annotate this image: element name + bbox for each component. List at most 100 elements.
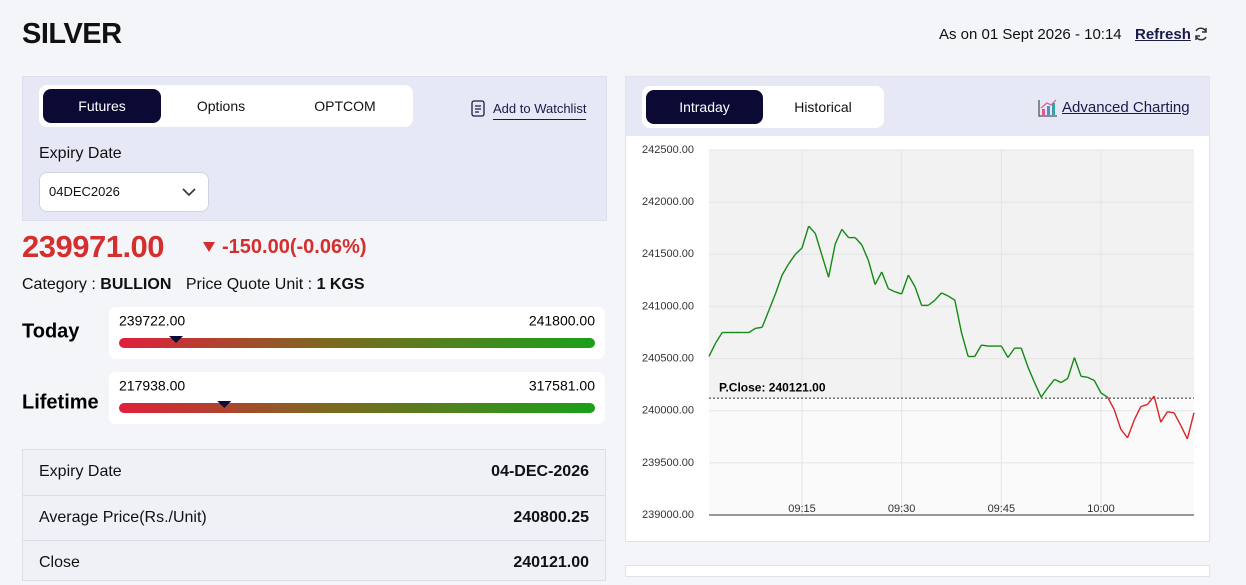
reference-label: P.Close: 240121.00: [719, 380, 826, 394]
unit: 1 KGS: [316, 276, 365, 293]
price-segment: [1140, 403, 1148, 408]
price-segment: [715, 332, 723, 344]
y-tick-label: 240500.00: [642, 352, 694, 364]
price-segment: [1100, 392, 1109, 398]
range-marker: [217, 401, 232, 408]
chart-header: Intraday Historical Advanced Charting: [626, 77, 1209, 136]
y-tick-label: 239000.00: [642, 509, 694, 521]
advanced-charting[interactable]: Advanced Charting: [1062, 99, 1190, 116]
price-segment: [781, 263, 790, 276]
price-segment: [827, 243, 836, 278]
price-segment: [1173, 412, 1182, 426]
as-on: As on 01 Sept 2026 - 10:14: [939, 26, 1122, 43]
y-tick-label: 242500.00: [642, 144, 694, 156]
price-segment: [1007, 347, 1016, 358]
price-segment: [927, 299, 936, 306]
price-segment: [974, 344, 983, 357]
price-segment: [1060, 377, 1069, 384]
price-segment: [794, 247, 803, 255]
price-segment: [834, 228, 843, 245]
price-segment: [881, 271, 890, 289]
price-segment: [1020, 347, 1029, 368]
x-tick-label: 09:45: [988, 503, 1016, 515]
range-bar: [119, 403, 595, 413]
price-segment: [901, 274, 909, 295]
price-segment: [874, 271, 883, 285]
detail-value: 240121.00: [513, 554, 589, 571]
price-segment: [947, 295, 956, 301]
x-tick-label: 09:30: [888, 503, 916, 515]
price-segment: [1133, 406, 1142, 421]
expiry-select[interactable]: 04DEC2026: [39, 172, 209, 212]
plot-lower: [709, 398, 1194, 515]
advanced-icon[interactable]: [1038, 99, 1058, 117]
y-tick-label: 240000.00: [642, 405, 694, 417]
price-segment: [941, 292, 949, 297]
title: SILVER: [22, 18, 122, 50]
price-segment: [1120, 429, 1129, 439]
range-high: 241800.00: [529, 313, 595, 329]
price-segment: [1093, 380, 1102, 394]
watchlist-icon[interactable]: [471, 100, 485, 117]
detail-value: 04-DEC-2026: [491, 463, 589, 480]
refresh[interactable]: Refresh: [1135, 26, 1191, 43]
price-segment: [954, 300, 963, 333]
price-segment: [1080, 375, 1088, 379]
chart-tabs: Intraday Historical: [642, 86, 884, 128]
range-bar: [119, 338, 595, 348]
tab[interactable]: Options: [196, 98, 246, 114]
detail-key: Expiry Date: [39, 463, 122, 480]
y-tick-label: 241000.00: [642, 300, 694, 312]
refresh-icon[interactable]: [1193, 26, 1209, 42]
category-label: Category :: [22, 276, 96, 293]
plot-upper: [709, 150, 1194, 399]
price-segment: [1047, 378, 1056, 389]
y-tick-label: 242000.00: [642, 196, 694, 208]
range-marker: [169, 336, 184, 343]
price-segment: [1067, 357, 1076, 379]
price-segment: [867, 260, 876, 285]
price-segment: [1073, 357, 1082, 377]
price-segment: [1107, 396, 1115, 410]
price-segment: [1054, 378, 1062, 384]
down-arrow: [203, 242, 215, 252]
price-segment: [1146, 395, 1155, 405]
tabs: Futures Options OPTCOM: [39, 85, 413, 127]
detail-row: Average Price(Rs./Unit) 240800.25: [23, 495, 605, 540]
details: Expiry Date 04-DEC-2026 Average Price(Rs.…: [22, 449, 606, 581]
category: BULLION: [100, 276, 172, 293]
price-segment: [761, 310, 770, 328]
range-high: 317581.00: [529, 378, 595, 394]
price-segment: [1033, 382, 1042, 398]
expiry-value: 04DEC2026: [49, 184, 120, 199]
range-label: Lifetime: [22, 391, 99, 413]
price-segment: [1040, 387, 1049, 398]
category-line: Category : BULLION Price Quote Unit : 1 …: [22, 276, 365, 294]
price-segment: [1180, 425, 1188, 440]
price-segment: [788, 253, 796, 265]
range-low: 217938.00: [119, 378, 185, 394]
tab[interactable]: Historical: [794, 99, 852, 115]
tab[interactable]: Futures: [43, 89, 161, 123]
y-tick-label: 241500.00: [642, 248, 694, 260]
price-segment: [1153, 395, 1162, 423]
tab[interactable]: OPTCOM: [314, 98, 376, 114]
contract-panel: Futures Options OPTCOM Add to Watchlist …: [22, 76, 607, 221]
change: -150.00(-0.06%): [222, 236, 367, 258]
price-segment: [801, 225, 810, 249]
price-segment: [854, 237, 863, 246]
price-segment: [1027, 366, 1036, 383]
price-segment: [814, 233, 823, 256]
price-segment: [888, 288, 896, 293]
price-segment: [894, 291, 902, 295]
price-segment: [960, 332, 969, 357]
price-segment: [1113, 409, 1122, 430]
page: SILVER As on 01 Sept 2026 - 10:14 Refres…: [22, 18, 1210, 581]
tab[interactable]: Intraday: [646, 90, 763, 124]
expiry-label: Expiry Date: [39, 145, 122, 162]
price-segment: [808, 225, 816, 234]
detail-row: Close 240121.00: [23, 540, 605, 585]
watchlist[interactable]: Add to Watchlist: [493, 101, 587, 120]
detail-row: Expiry Date 04-DEC-2026: [23, 450, 605, 494]
chart: 239000.00 239500.00 240000.00 240500.00 2410…: [642, 144, 1195, 521]
